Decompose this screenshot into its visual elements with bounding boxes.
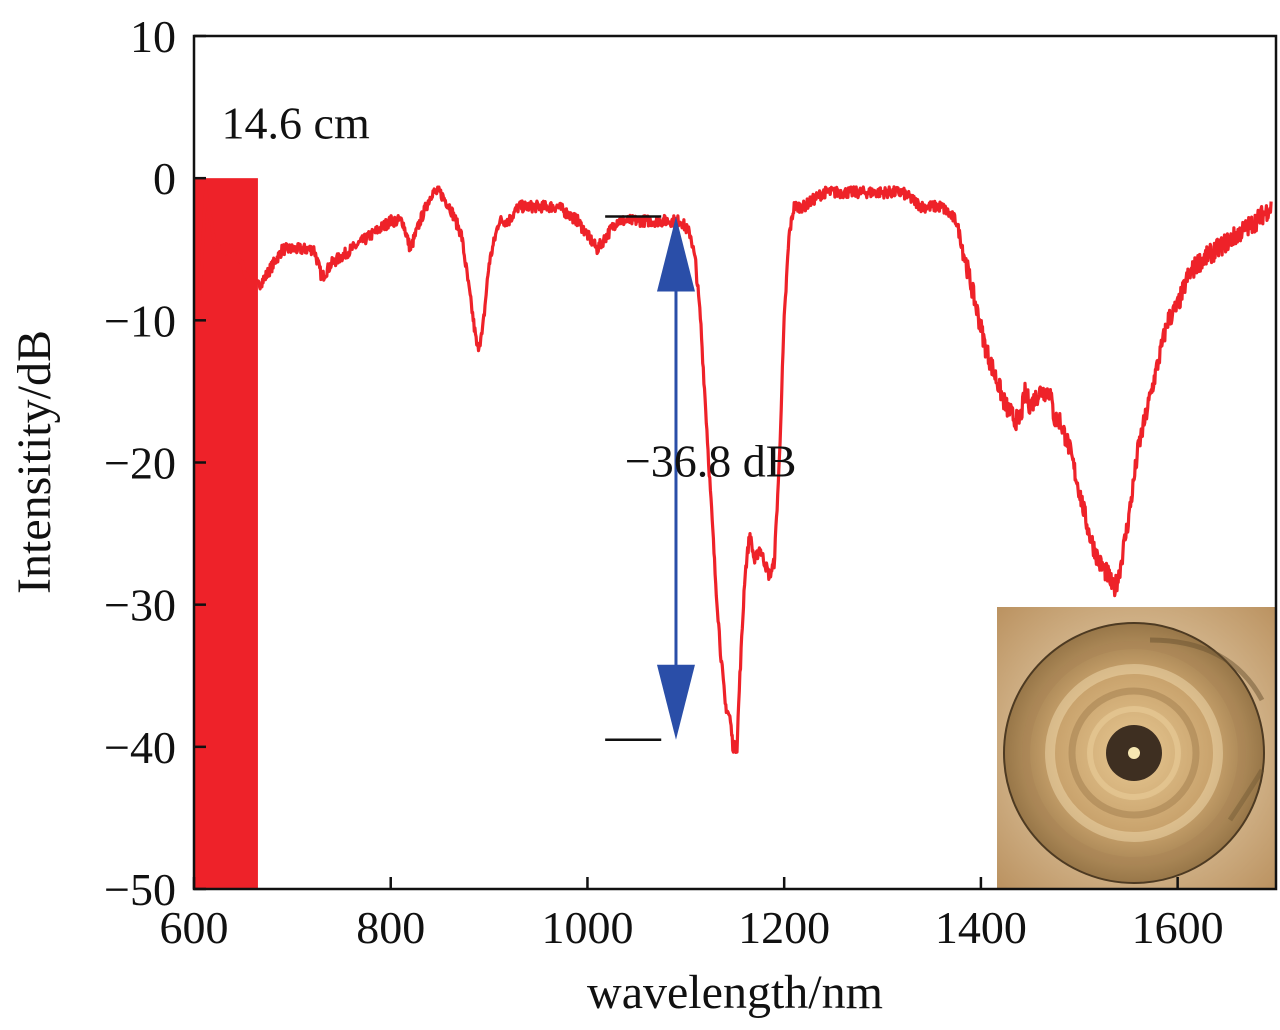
annotation-label: −36.8 dB xyxy=(625,436,797,487)
y-tick-label: −40 xyxy=(104,722,176,773)
y-tick-label: −30 xyxy=(104,580,176,631)
fiber-cross-section-photo xyxy=(997,607,1276,888)
y-axis-label: Intensitity/dB xyxy=(8,330,61,594)
y-tick-label: 0 xyxy=(153,153,176,204)
series-line xyxy=(198,185,1273,755)
depth-measurement xyxy=(605,215,695,741)
measure-arrow-head-bottom xyxy=(656,664,695,740)
y-tick-label: −10 xyxy=(104,295,176,346)
x-tick-label: 1200 xyxy=(738,902,830,953)
x-tick-label: 1400 xyxy=(935,902,1027,953)
x-axis-label: wavelength/nm xyxy=(587,966,883,1019)
x-axis-ticks: 600 800 1000 1200 1400 1600 xyxy=(160,877,1224,953)
noise-band xyxy=(194,178,258,889)
y-axis-ticks: 10 0 −10 −20 −30 −40 −50 xyxy=(104,11,206,915)
y-tick-label: −50 xyxy=(104,864,176,915)
noise-region xyxy=(194,178,258,889)
annotations: 14.6 cm −36.8 dB xyxy=(222,97,797,486)
y-tick-label: −20 xyxy=(104,438,176,489)
x-tick-label: 1600 xyxy=(1132,902,1224,953)
annotation-label: 14.6 cm xyxy=(222,97,370,148)
x-tick-label: 1000 xyxy=(541,902,633,953)
measure-arrow-head-top xyxy=(656,216,695,292)
series-layer xyxy=(198,185,1273,755)
x-tick-label: 800 xyxy=(356,902,425,953)
y-tick-label: 10 xyxy=(130,11,176,62)
x-tick-label: 600 xyxy=(160,902,229,953)
